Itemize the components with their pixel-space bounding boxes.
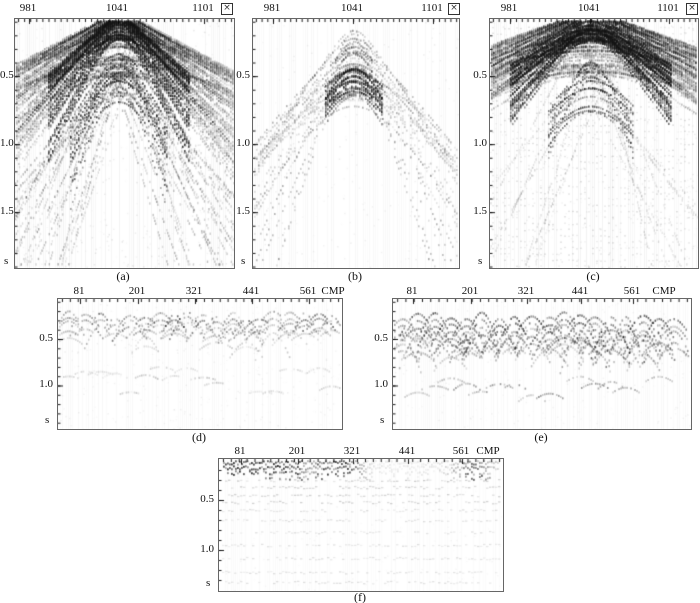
time-axis-tick-label: 0.5 [0,69,14,81]
time-unit-label: s [206,577,211,589]
top-axis-tick-label: 201 [461,285,479,297]
time-axis-tick-label: 1.0 [236,137,250,149]
panel-caption: (c) [586,269,600,283]
top-axis-tick-label: 201 [128,285,146,297]
boxed-x-icon: × [221,3,233,15]
panel-caption: (b) [348,269,362,283]
top-axis-tick-label: 441 [398,445,416,457]
top-axis-tick-label: 561 [623,285,641,297]
time-axis-tick-label: 0.5 [374,332,388,344]
top-axis-tick-label: 1041 [106,2,128,14]
seismic-plot-c [489,18,699,269]
time-unit-label: s [380,414,385,426]
seismic-plot-a [14,18,235,269]
cmp-axis-label: CMP [476,445,500,457]
seismic-plot-b [252,18,460,269]
top-axis-tick-label: 1101 [657,2,679,14]
time-axis-tick-label: 1.0 [39,378,53,390]
time-axis-tick-label: 1.5 [473,205,487,217]
top-axis-tick-label: 201 [288,445,306,457]
top-axis-tick-label: 1041 [578,2,600,14]
seismic-canvas-f [219,459,503,591]
top-axis-tick-label: 441 [571,285,589,297]
time-axis-tick-label: 0.5 [236,69,250,81]
boxed-x-icon: × [686,3,698,15]
boxed-x-icon: × [448,3,460,15]
time-axis-tick-label: 0.5 [473,69,487,81]
panel-caption: (e) [534,430,548,444]
seismic-canvas-c [490,19,698,268]
top-axis-tick-label: 1101 [192,2,214,14]
cmp-axis-label: CMP [321,285,345,297]
time-axis-tick-label: 1.0 [0,137,14,149]
time-axis-tick-label: 1.0 [200,543,214,555]
time-axis-tick-label: 1.5 [236,205,250,217]
top-axis-tick-label: 321 [343,445,361,457]
seismic-canvas-d [58,299,342,429]
seismic-canvas-b [253,19,459,268]
time-unit-label: s [478,255,483,267]
top-axis-tick-label: 1101 [421,2,443,14]
top-axis-tick-label: 441 [242,285,260,297]
top-axis-tick-label: 81 [73,285,85,297]
time-unit-label: s [45,414,50,426]
seismic-plot-e [392,298,692,430]
panel-caption: (d) [192,430,206,444]
seismic-plot-f [218,458,504,592]
top-axis-tick-label: 81 [234,445,246,457]
time-axis-tick-label: 0.5 [200,493,214,505]
seismic-canvas-e [393,299,691,429]
top-axis-tick-label: 561 [299,285,317,297]
seismic-canvas-a [15,19,234,268]
seismic-plot-d [57,298,343,430]
top-axis-tick-label: 981 [263,2,281,14]
time-unit-label: s [241,255,246,267]
panel-caption: (f) [354,590,366,603]
top-axis-tick-label: 561 [452,445,470,457]
time-axis-tick-label: 1.5 [0,205,14,217]
top-axis-tick-label: 1041 [341,2,363,14]
time-axis-tick-label: 0.5 [39,332,53,344]
panel-caption: (a) [116,269,130,283]
top-axis-tick-label: 981 [500,2,518,14]
time-axis-tick-label: 1.0 [374,378,388,390]
top-axis-tick-label: 81 [406,285,418,297]
top-axis-tick-label: 321 [517,285,535,297]
top-axis-tick-label: 321 [185,285,203,297]
cmp-axis-label: CMP [652,285,676,297]
top-axis-tick-label: 981 [19,2,37,14]
time-unit-label: s [4,255,9,267]
time-axis-tick-label: 1.0 [473,137,487,149]
